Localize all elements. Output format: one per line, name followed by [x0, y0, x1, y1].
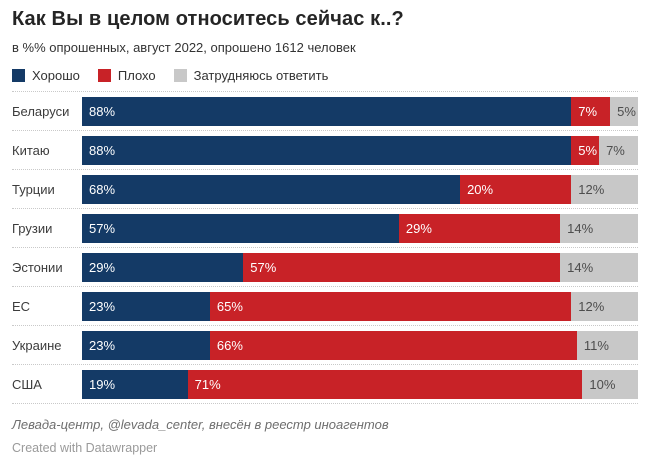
bar-value-label: 7%	[578, 103, 598, 119]
bar-value-label: 14%	[567, 259, 594, 275]
bar-value-label: 71%	[194, 376, 221, 392]
bar-segment-Хорошо: 68%	[82, 174, 461, 204]
bar-value-label: 5%	[617, 103, 636, 119]
chart-row: ЕС 23% 65% 12%	[12, 287, 638, 326]
category-label: США	[12, 376, 42, 392]
bar-segment-Затрудняюсь ответить: 7%	[599, 135, 638, 165]
bar-segment-Хорошо: 23%	[82, 330, 210, 360]
bar-value-label: 57%	[250, 259, 277, 275]
bar-segment-Хорошо: 88%	[82, 96, 572, 126]
legend-label: Плохо	[117, 68, 156, 83]
bar-value-label: 14%	[567, 220, 594, 236]
bar-segment-Затрудняюсь ответить: 12%	[571, 291, 638, 321]
stacked-bar: 88% 5% 7%	[82, 135, 638, 165]
stacked-bar-chart: Беларуси 88% 7% 5% Китаю 88% 5% 7% Турции 68% 20% 1…	[12, 91, 638, 404]
bar-segment-Плохо: 57%	[243, 252, 561, 282]
category-label: Эстонии	[12, 259, 63, 275]
legend-swatch-icon	[97, 69, 111, 82]
bar-segment-Плохо: 5%	[571, 135, 600, 165]
bar-value-label: 19%	[89, 376, 116, 392]
bar-segment-Затрудняюсь ответить: 14%	[560, 252, 638, 282]
bar-value-label: 57%	[89, 220, 116, 236]
legend-swatch-icon	[173, 69, 187, 82]
bar-value-label: 7%	[606, 142, 625, 158]
chart-row: Турции 68% 20% 12%	[12, 170, 638, 209]
category-label: ЕС	[12, 298, 31, 314]
category-label: Турции	[12, 181, 55, 197]
stacked-bar: 68% 20% 12%	[82, 174, 638, 204]
chart-title: Как Вы в целом относитесь сейчас к..?	[12, 8, 404, 30]
chart-row: Украине 23% 66% 11%	[12, 326, 638, 365]
bar-segment-Плохо: 66%	[209, 330, 577, 360]
legend: Хорошо Плохо Затрудняюсь ответить	[12, 68, 638, 83]
source-note: Левада-центр, @levada_center, внесён в р…	[12, 417, 389, 432]
bar-value-label: 10%	[589, 376, 616, 392]
legend-swatch-icon	[12, 69, 25, 82]
legend-item-2: Плохо	[97, 68, 156, 83]
bar-segment-Хорошо: 19%	[82, 369, 188, 399]
stacked-bar: 88% 7% 5%	[82, 96, 638, 126]
chart-row: Эстонии 29% 57% 14%	[12, 248, 638, 287]
legend-item-3: Затрудняюсь ответить	[173, 68, 329, 83]
bar-value-label: 65%	[216, 298, 243, 314]
chart-row: Грузии 57% 29% 14%	[12, 209, 638, 248]
stacked-bar: 23% 66% 11%	[82, 330, 638, 360]
legend-label: Затрудняюсь ответить	[193, 68, 329, 83]
bar-segment-Плохо: 65%	[209, 291, 572, 321]
bar-segment-Затрудняюсь ответить: 5%	[610, 96, 638, 126]
bar-value-label: 23%	[89, 337, 116, 353]
bar-segment-Плохо: 71%	[187, 369, 583, 399]
bar-value-label: 12%	[578, 298, 605, 314]
bar-value-label: 11%	[583, 337, 609, 353]
category-label: Китаю	[12, 142, 50, 158]
bar-value-label: 20%	[467, 181, 494, 197]
bar-segment-Хорошо: 29%	[82, 252, 244, 282]
datawrapper-credit-link[interactable]: Created with Datawrapper	[12, 441, 158, 455]
bar-value-label: 29%	[405, 220, 432, 236]
legend-label: Хорошо	[32, 68, 80, 83]
stacked-bar: 23% 65% 12%	[82, 291, 638, 321]
bar-value-label: 23%	[89, 298, 116, 314]
bar-value-label: 5%	[578, 142, 598, 158]
bar-value-label: 68%	[89, 181, 116, 197]
chart-row: Беларуси 88% 7% 5%	[12, 92, 638, 131]
legend-item-1: Хорошо	[12, 68, 80, 83]
bar-segment-Затрудняюсь ответить: 11%	[576, 330, 638, 360]
bar-value-label: 88%	[89, 103, 116, 119]
bar-segment-Плохо: 7%	[571, 96, 611, 126]
bar-segment-Затрудняюсь ответить: 14%	[560, 213, 638, 243]
chart-footer: Левада-центр, @levada_center, внесён в р…	[12, 417, 638, 457]
stacked-bar: 57% 29% 14%	[82, 213, 638, 243]
chart-subtitle: в %% опрошенных, август 2022, опрошено 1…	[12, 40, 356, 55]
chart-row: Китаю 88% 5% 7%	[12, 131, 638, 170]
category-label: Грузии	[12, 220, 53, 236]
bar-value-label: 29%	[89, 259, 116, 275]
category-label: Беларуси	[12, 103, 70, 119]
bar-segment-Плохо: 20%	[460, 174, 572, 204]
chart-row: США 19% 71% 10%	[12, 365, 638, 404]
stacked-bar: 29% 57% 14%	[82, 252, 638, 282]
bar-value-label: 12%	[578, 181, 605, 197]
stacked-bar: 19% 71% 10%	[82, 369, 638, 399]
bar-segment-Затрудняюсь ответить: 10%	[582, 369, 638, 399]
bar-segment-Затрудняюсь ответить: 12%	[571, 174, 638, 204]
category-label: Украине	[12, 337, 62, 353]
bar-segment-Плохо: 29%	[398, 213, 561, 243]
bar-segment-Хорошо: 23%	[82, 291, 210, 321]
bar-value-label: 66%	[216, 337, 243, 353]
bar-segment-Хорошо: 88%	[82, 135, 572, 165]
bar-segment-Хорошо: 57%	[82, 213, 399, 243]
bar-value-label: 88%	[89, 142, 116, 158]
